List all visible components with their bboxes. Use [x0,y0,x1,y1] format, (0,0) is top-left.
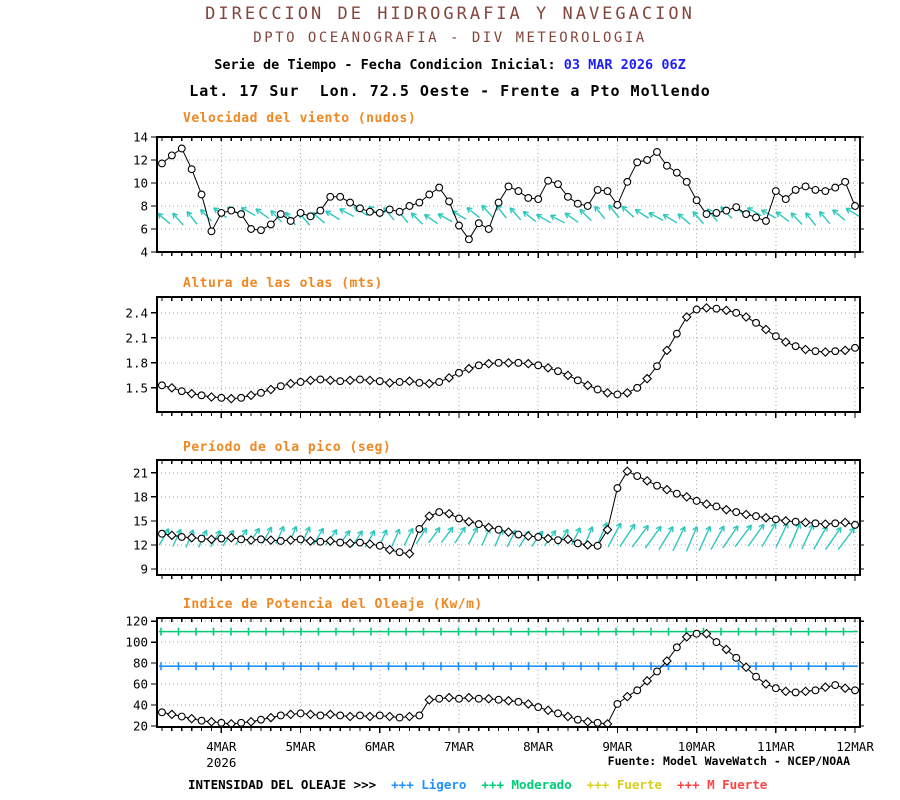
svg-text:2.1: 2.1 [125,330,148,345]
source-note: Fuente: Model WaveWatch - NCEP/NOAA [607,754,850,768]
svg-text:14: 14 [133,130,148,145]
svg-text:18: 18 [133,489,148,504]
svg-text:12MAR: 12MAR [836,739,874,754]
svg-text:40: 40 [133,697,148,712]
svg-text:8MAR: 8MAR [523,739,554,754]
svg-text:60: 60 [133,677,148,692]
svg-text:100: 100 [125,635,148,650]
header-location: Lat. 17 Sur Lon. 72.5 Oeste - Frente a P… [189,82,711,100]
legend-item-ligero: +++ Ligero [391,777,467,792]
panel-title-wind-speed: Velocidad del viento (nudos) [183,111,417,126]
legend-label: INTENSIDAD DEL OLEAJE >>> [188,777,377,792]
series-label: Serie de Tiempo - Fecha Condicion Inicia… [214,57,564,73]
intensity-legend: INTENSIDAD DEL OLEAJE >>> +++ Ligero +++… [188,777,767,792]
svg-text:12: 12 [133,537,148,552]
svg-text:7MAR: 7MAR [444,739,475,754]
panel-title-peak-period: Período de ola pico (seg) [183,440,392,455]
svg-text:9MAR: 9MAR [602,739,633,754]
svg-text:2.4: 2.4 [125,305,148,320]
svg-text:5MAR: 5MAR [286,739,317,754]
initial-condition-date: 03 MAR 2026 06Z [563,57,686,73]
svg-text:4MAR: 4MAR [206,739,237,754]
svg-text:21: 21 [133,465,148,480]
legend-item-moderado: +++ Moderado [481,777,572,792]
svg-text:120: 120 [125,614,148,629]
svg-text:6: 6 [140,222,148,237]
svg-text:1.5: 1.5 [125,380,148,395]
legend-item-m-fuerte: +++ M Fuerte [677,777,768,792]
header-institution: DIRECCION DE HIDROGRAFIA Y NAVEGACION [205,4,695,24]
svg-text:6MAR: 6MAR [365,739,396,754]
svg-text:10MAR: 10MAR [678,739,716,754]
header-department: DPTO OCEANOGRAFIA - DIV METEOROLOGIA [253,30,647,46]
svg-text:11MAR: 11MAR [757,739,795,754]
panel-title-wave-power: Indice de Potencia del Oleaje (Kw/m) [183,597,483,612]
svg-text:2026: 2026 [206,755,236,770]
svg-text:10: 10 [133,176,148,191]
svg-text:15: 15 [133,513,148,528]
legend-item-fuerte: +++ Fuerte [586,777,662,792]
panel-title-wave-height: Altura de las olas (mts) [183,276,383,291]
svg-text:9: 9 [140,561,148,576]
header-series-line: Serie de Tiempo - Fecha Condicion Inicia… [0,57,900,73]
svg-text:80: 80 [133,656,148,671]
svg-text:20: 20 [133,718,148,733]
svg-text:4: 4 [140,245,148,260]
svg-text:8: 8 [140,199,148,214]
svg-text:12: 12 [133,153,148,168]
svg-text:1.8: 1.8 [125,355,148,370]
